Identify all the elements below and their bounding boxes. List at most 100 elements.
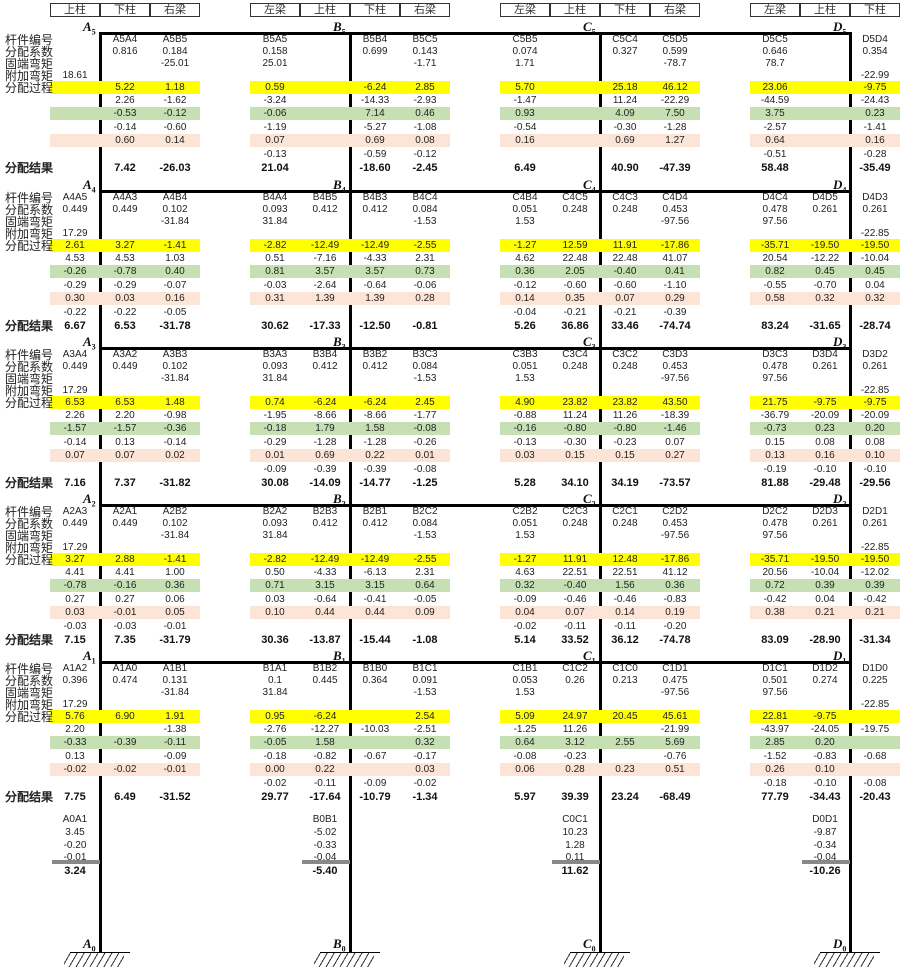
moment-value: -2.57 <box>763 122 787 133</box>
member-name: B1B0 <box>362 663 388 674</box>
moment-value: -0.02 <box>63 764 87 775</box>
band-green <box>500 265 700 278</box>
moment-value: 3.12 <box>565 737 585 748</box>
member-name: A3A2 <box>112 349 138 360</box>
header-c-upper-column: 上柱 <box>550 3 600 17</box>
moment-value: -3.24 <box>263 95 287 106</box>
moment-value: 0.36 <box>165 580 185 591</box>
moment-value: -1.08 <box>413 122 437 133</box>
moment-value: -0.46 <box>563 594 587 605</box>
result-value: -1.25 <box>412 477 438 489</box>
moment-value: 0.28 <box>565 764 585 775</box>
member-name: B5A5 <box>262 34 288 45</box>
moment-value: -0.29 <box>113 280 137 291</box>
moment-value: -1.25 <box>513 724 537 735</box>
band-pink <box>250 292 450 305</box>
moment-value: 0.28 <box>415 293 435 304</box>
moment-value: 0.71 <box>265 580 285 591</box>
moment-value: -1.19 <box>263 122 287 133</box>
moment-value: -0.22 <box>113 307 137 318</box>
row-label: 分配过程 <box>5 396 54 410</box>
moment-value: 0.21 <box>865 607 885 618</box>
moment-value: 0.261 <box>812 361 838 372</box>
moment-value: 0.449 <box>62 518 88 529</box>
result-value: 30.62 <box>261 320 289 332</box>
member-name: B3C3 <box>412 349 438 360</box>
moment-value: -1.95 <box>263 410 287 421</box>
moment-value: 0.69 <box>315 450 335 461</box>
moment-value: -0.23 <box>613 437 637 448</box>
moment-value: 20.54 <box>762 253 788 264</box>
moment-value: 0.36 <box>665 580 685 591</box>
band-yellow <box>500 239 700 252</box>
band-yellow <box>750 396 900 409</box>
result-value: 7.42 <box>114 162 136 174</box>
moment-value: -19.50 <box>810 240 840 251</box>
member-name: B4A4 <box>262 192 288 203</box>
moment-value: 0.06 <box>515 764 535 775</box>
moment-value: -0.39 <box>663 307 687 318</box>
moment-value: -24.05 <box>810 724 840 735</box>
moment-value: -1.27 <box>513 240 537 251</box>
member-name: A4A5 <box>62 192 88 203</box>
joint-label: C0 <box>583 936 596 954</box>
moment-value: 0.364 <box>362 675 388 686</box>
moment-value: -0.26 <box>413 437 437 448</box>
moment-value: -9.75 <box>863 82 887 93</box>
moment-value: -2.51 <box>413 724 437 735</box>
moment-value: -2.93 <box>413 95 437 106</box>
moment-value: -1.38 <box>163 724 187 735</box>
moment-value: 0.51 <box>265 253 285 264</box>
moment-value: -43.97 <box>760 724 790 735</box>
moment-value: 0.32 <box>415 737 435 748</box>
moment-value: 1.53 <box>515 373 535 384</box>
band-green <box>250 422 450 435</box>
moment-value: 5.70 <box>515 82 535 93</box>
moment-value: -0.12 <box>413 149 437 160</box>
result-value: -28.74 <box>859 320 891 332</box>
moment-value: -0.11 <box>313 778 337 789</box>
band-pink <box>500 763 700 776</box>
moment-value: 11.26 <box>612 410 638 421</box>
header-b-lower-column: 下柱 <box>350 3 400 17</box>
header-a-upper-column: 上柱 <box>50 3 100 17</box>
band-yellow <box>750 81 900 94</box>
moment-value: 0.04 <box>815 594 835 605</box>
moment-value: 5.69 <box>665 737 685 748</box>
band-yellow <box>500 710 700 723</box>
moment-value: 0.04 <box>865 280 885 291</box>
result-value: -31.65 <box>809 320 841 332</box>
header-d-left-beam: 左梁 <box>750 3 800 17</box>
moment-value: -0.19 <box>763 464 787 475</box>
member-name: A1B1 <box>162 663 188 674</box>
joint-label: A0 <box>83 936 96 954</box>
moment-value: 0.449 <box>112 361 138 372</box>
moment-value: 0.32 <box>515 580 535 591</box>
result-value: 30.36 <box>261 634 289 646</box>
moment-value: 41.12 <box>662 567 688 578</box>
row-label: 分配系数 <box>5 674 54 688</box>
moment-value: 1.58 <box>365 423 385 434</box>
moment-value: 0.084 <box>412 518 438 529</box>
moment-value: 0.07 <box>565 607 585 618</box>
moment-value: 0.16 <box>815 450 835 461</box>
moment-value: 5.22 <box>115 82 135 93</box>
row-label: 分配过程 <box>5 553 54 567</box>
moment-value: 0.412 <box>312 204 338 215</box>
moment-value: -0.82 <box>313 751 337 762</box>
moment-value: 0.699 <box>362 46 388 57</box>
moment-value: -0.26 <box>63 266 87 277</box>
moment-value: 97.56 <box>762 530 788 541</box>
joint-label: C4 <box>583 177 596 195</box>
moment-value: 0.64 <box>515 737 535 748</box>
member-name: D2D1 <box>862 506 888 517</box>
moment-value: -7.16 <box>313 253 337 264</box>
member-name: A4B4 <box>162 192 188 203</box>
moment-value: 22.51 <box>612 567 638 578</box>
moment-value: -2.64 <box>313 280 337 291</box>
moment-value: -12.49 <box>310 554 340 565</box>
joint-label: C1 <box>583 648 596 666</box>
moment-value: -22.85 <box>860 385 890 396</box>
moment-value: 0.449 <box>112 518 138 529</box>
moment-value: 1.71 <box>515 58 535 69</box>
